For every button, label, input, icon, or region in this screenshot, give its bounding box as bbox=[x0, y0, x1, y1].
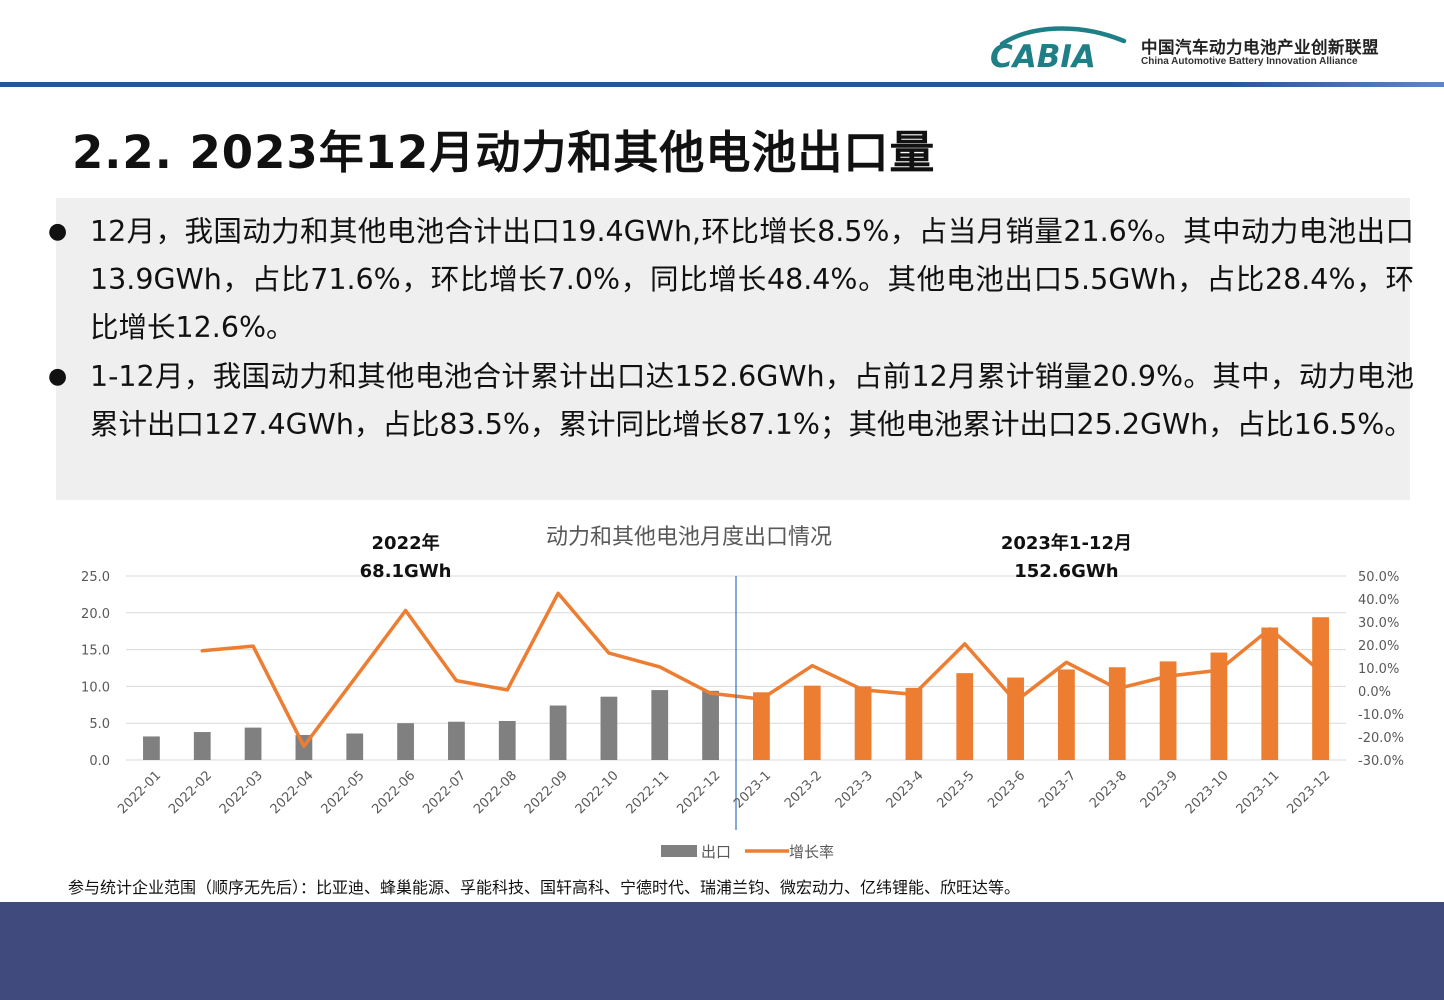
x-tick-label: 2023-2 bbox=[782, 768, 825, 811]
x-tick-label: 2022-03 bbox=[217, 768, 266, 817]
bullet-item-1: ● 12月，我国动力和其他电池合计出口19.4GWh,环比增长8.5%，占当月销… bbox=[48, 208, 1414, 352]
y-right-tick-label: 50.0% bbox=[1358, 570, 1399, 585]
bullet-text-1: 12月，我国动力和其他电池合计出口19.4GWh,环比增长8.5%，占当月销量2… bbox=[90, 215, 1414, 344]
x-tick-label: 2022-06 bbox=[369, 768, 418, 817]
bar bbox=[702, 690, 719, 760]
chart-legend: 出口 增长率 bbox=[661, 843, 834, 861]
bar bbox=[956, 673, 974, 760]
x-tick-label: 2022-02 bbox=[166, 768, 215, 817]
y-right-tick-label: -20.0% bbox=[1358, 731, 1404, 746]
x-tick-label: 2023-3 bbox=[833, 768, 876, 811]
logo-wordmark: CABIA bbox=[990, 39, 1096, 75]
bar bbox=[244, 727, 262, 760]
y-left-tick-label: 15.0 bbox=[81, 644, 110, 659]
chart-annotation: 152.6GWh bbox=[1014, 561, 1118, 582]
bar bbox=[753, 692, 770, 760]
bar bbox=[498, 720, 516, 760]
chart-title: 动力和其他电池月度出口情况 bbox=[546, 525, 832, 550]
bullet-dot: ● bbox=[48, 219, 68, 244]
y-right-tick-label: 0.0% bbox=[1358, 685, 1391, 700]
bar bbox=[651, 690, 669, 760]
bar bbox=[549, 705, 567, 760]
y-right-tick-label: 10.0% bbox=[1358, 662, 1399, 677]
y-left-tick-label: 5.0 bbox=[89, 717, 110, 732]
bar bbox=[1261, 627, 1279, 760]
x-tick-label: 2023-9 bbox=[1138, 768, 1181, 811]
bar bbox=[905, 687, 923, 760]
x-tick-label: 2022-11 bbox=[624, 768, 673, 817]
x-tick-label: 2023-4 bbox=[884, 768, 927, 811]
growth-rate-line bbox=[200, 591, 1323, 748]
bar bbox=[448, 721, 465, 760]
x-tick-label: 2022-01 bbox=[115, 768, 164, 817]
bar bbox=[193, 732, 211, 760]
bar bbox=[346, 733, 364, 760]
x-tick-label: 2023-1 bbox=[731, 768, 774, 811]
org-name-en: China Automotive Battery Innovation Alli… bbox=[1141, 56, 1358, 67]
bullet-dot: ● bbox=[48, 364, 68, 389]
bar bbox=[1058, 669, 1075, 760]
y-right-tick-label: 20.0% bbox=[1358, 639, 1399, 654]
bullet-item-2: ● 1-12月，我国动力和其他电池合计累计出口达152.6GWh，占前12月累计… bbox=[48, 353, 1414, 449]
cabia-logo: CABIA 中国汽车动力电池产业创新联盟 China Automotive Ba… bbox=[988, 24, 1408, 78]
page-title: 2.2. 2023年12月动力和其他电池出口量 bbox=[72, 126, 936, 179]
bar bbox=[397, 723, 414, 760]
chart-line bbox=[200, 591, 1323, 748]
export-chart: 0.0 5.0 10.0 15.0 20.0 25.0 -30.0% -20.0% -10.0%… bbox=[81, 525, 1404, 861]
y-left-tick-label: 10.0 bbox=[81, 680, 110, 695]
bar bbox=[803, 685, 821, 760]
legend-swatch-bar bbox=[661, 845, 697, 857]
x-tick-label: 2022-08 bbox=[471, 768, 520, 817]
chart-annotations: 2022年 68.1GWh 2023年1-12月 152.6GWh bbox=[360, 532, 1132, 582]
y-left-tick-label: 25.0 bbox=[81, 570, 110, 585]
y-right-tick-label: -10.0% bbox=[1358, 708, 1404, 723]
x-tick-label: 2022-07 bbox=[420, 768, 469, 817]
x-tick-label: 2022-12 bbox=[674, 768, 723, 817]
bar bbox=[143, 736, 160, 760]
chart-annotation: 68.1GWh bbox=[360, 561, 452, 582]
x-tick-label: 2022-05 bbox=[319, 768, 368, 817]
y-right-tick-label: -30.0% bbox=[1358, 754, 1404, 769]
x-tick-label: 2023-11 bbox=[1234, 768, 1283, 817]
footer-band bbox=[0, 902, 1444, 1000]
x-tick-label: 2023-10 bbox=[1183, 768, 1232, 817]
x-tick-label: 2023-8 bbox=[1087, 768, 1130, 811]
legend-label-growth: 增长率 bbox=[789, 843, 834, 861]
x-tick-label: 2023-5 bbox=[934, 768, 977, 811]
y-right-tick-label: 30.0% bbox=[1358, 616, 1399, 631]
cabia-logo-mark: CABIA bbox=[990, 26, 1127, 75]
bar bbox=[854, 686, 872, 760]
legend-label-export: 出口 bbox=[701, 843, 731, 861]
x-tick-label: 2023-12 bbox=[1284, 768, 1333, 817]
x-tick-label: 2023-7 bbox=[1036, 768, 1079, 811]
x-tick-label: 2023-6 bbox=[985, 768, 1028, 811]
header-divider bbox=[0, 82, 1444, 87]
bar bbox=[1210, 652, 1228, 760]
org-name-cn: 中国汽车动力电池产业创新联盟 bbox=[1141, 38, 1379, 57]
summary-box bbox=[56, 198, 1410, 500]
x-tick-label: 2022-09 bbox=[522, 768, 571, 817]
chart-annotation: 2022年 bbox=[372, 532, 440, 554]
bar bbox=[1108, 667, 1126, 760]
bullet-text-2: 1-12月，我国动力和其他电池合计累计出口达152.6GWh，占前12月累计销量… bbox=[90, 360, 1414, 441]
bar bbox=[1159, 661, 1177, 760]
bar bbox=[1007, 677, 1024, 760]
chart-annotation: 2023年1-12月 bbox=[1001, 532, 1132, 554]
bar bbox=[1312, 617, 1329, 760]
bar bbox=[600, 696, 618, 760]
x-tick-label: 2022-10 bbox=[573, 768, 622, 817]
y-left-tick-label: 0.0 bbox=[89, 754, 110, 769]
y-right-tick-label: 40.0% bbox=[1358, 593, 1399, 608]
y-left-tick-label: 20.0 bbox=[81, 607, 110, 622]
x-tick-label: 2022-04 bbox=[268, 768, 317, 817]
footnote: 参与统计企业范围（顺序无先后）：比亚迪、蜂巢能源、孚能科技、国轩高科、宁德时代、… bbox=[68, 878, 1021, 897]
